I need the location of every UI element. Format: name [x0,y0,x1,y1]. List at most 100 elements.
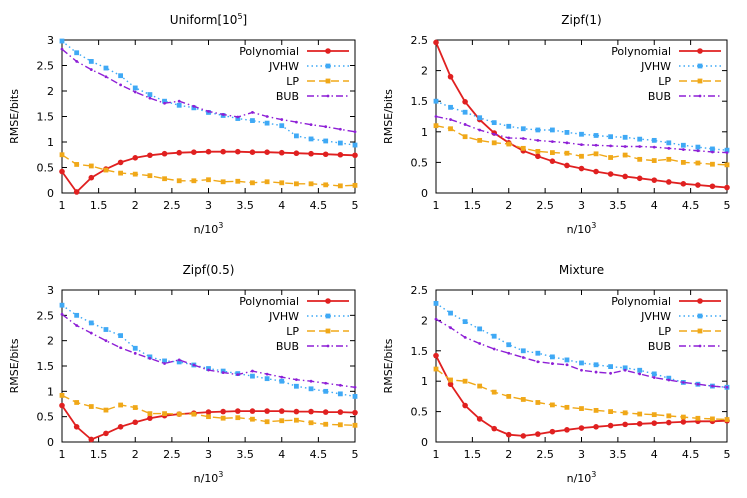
data-point [251,111,254,114]
data-point [191,178,197,184]
data-point [608,134,613,140]
legend-marker [698,94,702,98]
legend-label: LP [286,75,299,88]
data-point [521,356,525,359]
data-point [447,73,454,80]
legend-marker [325,313,331,319]
data-point [278,149,285,156]
data-point [235,148,241,155]
data-point [607,171,614,177]
data-point [564,427,570,433]
chart-title: Zipf(1) [561,13,601,27]
data-point [206,366,211,371]
series-lp [433,123,730,168]
data-point [549,158,556,164]
data-point [710,161,715,167]
data-point [448,104,453,110]
data-point [492,132,496,136]
data-point [294,383,299,389]
legend-label: JVHW [268,60,299,73]
series-bub [60,47,357,134]
legend-label: LP [286,325,299,338]
x-axis-label: n/103 [194,221,224,236]
y-tick-label: 0.5 [37,162,55,175]
data-point [549,428,556,435]
data-point [308,408,314,415]
data-point [74,312,80,318]
data-point [695,415,701,421]
data-point [433,300,439,306]
data-point [651,412,657,418]
data-point [492,347,496,351]
data-point [235,415,241,421]
data-point [476,416,483,422]
data-point [117,159,124,166]
data-point [520,433,527,439]
data-point [337,140,343,146]
y-tick-label: 2.5 [411,34,429,47]
x-tick-label: 4.5 [310,199,328,212]
data-point [176,411,182,417]
data-point [651,371,657,377]
data-point [147,92,153,97]
x-tick-label: 5 [724,199,731,212]
y-tick-label: 2.5 [411,284,429,297]
data-point [249,149,256,155]
data-point [550,127,555,133]
data-point [506,123,512,129]
data-point [75,60,79,63]
data-point [337,422,343,428]
data-point [205,409,212,415]
series-bub [434,115,729,155]
data-point [535,127,541,133]
data-point [666,179,672,185]
data-point [463,336,467,339]
x-tick-label: 2 [132,448,139,461]
data-point [594,370,598,374]
data-point [220,408,226,415]
y-tick-label: 1 [421,126,428,139]
data-point [337,151,344,158]
data-point [536,138,540,142]
data-point [491,425,498,432]
legend-label: LP [658,75,671,88]
data-point [623,368,627,372]
series-lp [59,392,358,428]
y-tick-label: 1 [47,385,54,398]
data-point [205,148,212,155]
data-point [264,419,270,425]
data-point [622,173,628,180]
y-tick-label: 1 [421,375,428,388]
data-point [564,357,570,363]
data-point [323,388,329,394]
series-line [435,302,728,388]
data-point [207,368,210,372]
data-point [75,324,79,327]
data-point [104,75,108,79]
data-point [104,339,108,343]
data-point [132,405,138,410]
y-axis-label: RMSE/bits [8,338,21,393]
y-axis-label: RMSE/bits [8,89,21,144]
data-point [593,362,599,368]
data-point [550,150,555,156]
data-point [636,420,643,427]
data-point [117,424,124,430]
data-point [249,408,256,414]
x-tick-label: 1.5 [464,448,482,461]
data-point [666,419,672,426]
data-point [352,142,358,148]
legend-marker [698,344,702,348]
x-tick-label: 4 [278,199,285,212]
data-point [147,354,153,360]
data-point [638,145,642,148]
data-point [60,312,64,316]
data-point [235,178,241,184]
data-point [295,120,298,124]
data-point [264,179,270,185]
data-point [711,384,714,388]
data-point [520,397,526,402]
data-point [651,137,657,143]
data-point [161,150,168,157]
y-tick-label: 0.5 [411,156,429,169]
